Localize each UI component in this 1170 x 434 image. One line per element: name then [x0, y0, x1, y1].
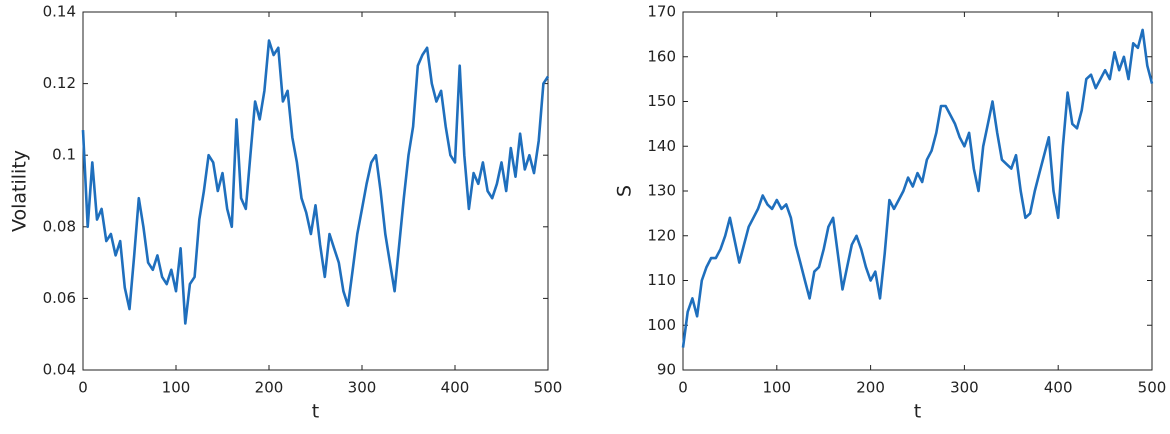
y-tick-label: 140	[647, 137, 676, 155]
x-tick-label: 500	[534, 379, 563, 397]
y-tick-label: 0.06	[43, 289, 76, 307]
x-tick-label: 400	[1044, 379, 1073, 397]
y-tick-label: 150	[647, 92, 676, 110]
data-line	[81, 39, 550, 325]
x-tick-label: 100	[162, 379, 191, 397]
x-tick-label: 200	[856, 379, 885, 397]
y-tick-label: 160	[647, 47, 676, 65]
x-tick-label: 200	[255, 379, 284, 397]
y-tick-label: 130	[647, 182, 676, 200]
x-tick-label: 400	[441, 379, 470, 397]
x-axis-label: t	[914, 401, 921, 423]
y-tick-label: 170	[647, 3, 676, 21]
y-tick-label: 0.04	[43, 361, 76, 379]
y-axis-label: S	[614, 185, 636, 197]
y-tick-label: 0.12	[43, 74, 76, 92]
x-tick-label: 0	[78, 379, 88, 397]
y-tick-label: 100	[647, 316, 676, 334]
plot-frame	[82, 11, 549, 371]
x-tick-label: 300	[348, 379, 377, 397]
y-tick-label: 0.14	[43, 3, 76, 21]
y-tick-label: 0.08	[43, 217, 76, 235]
x-tick-label: 0	[678, 379, 688, 397]
plot-frame	[682, 11, 1153, 371]
y-axis-label: Volatility	[9, 150, 31, 232]
x-tick-label: 300	[950, 379, 979, 397]
y-tick-label: 0.1	[52, 146, 76, 164]
x-axis-label: t	[312, 401, 319, 423]
x-tick-label: 500	[1138, 379, 1167, 397]
data-line	[681, 28, 1154, 348]
y-tick-label: 110	[647, 271, 676, 289]
y-tick-label: 90	[657, 361, 676, 379]
x-tick-label: 100	[762, 379, 791, 397]
y-tick-label: 120	[647, 226, 676, 244]
